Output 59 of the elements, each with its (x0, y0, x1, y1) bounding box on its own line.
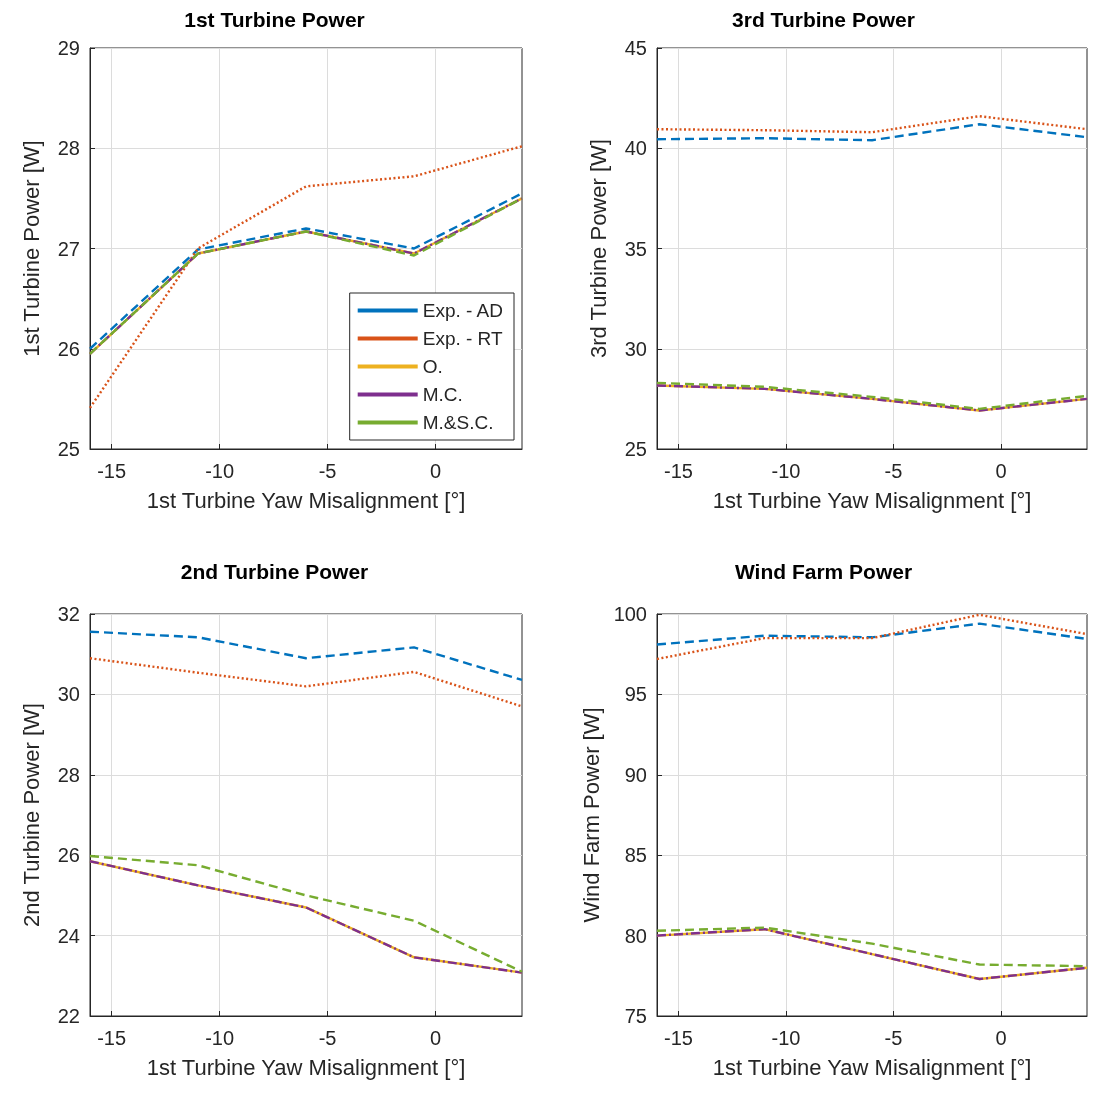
y-tick-label: 45 (624, 37, 647, 59)
y-tick-label: 24 (57, 924, 80, 947)
x-axis-title: 1st Turbine Yaw Misalignment [°] (712, 1054, 1032, 1080)
chart-title: Wind Farm Power (734, 560, 913, 583)
y-tick-label: 85 (624, 844, 647, 867)
y-axis-title: 3rd Turbine Power [W] (585, 139, 611, 358)
y-tick-label: 40 (624, 137, 647, 160)
x-tick-label: -15 (664, 1027, 693, 1049)
y-tick-label: 80 (624, 924, 647, 947)
legend-label: Exp. - AD (422, 300, 503, 321)
x-tick-label: -5 (318, 460, 337, 482)
y-tick-label: 95 (624, 683, 647, 706)
y-axis-title: 1st Turbine Power [W] (18, 140, 44, 357)
y-tick-label: 90 (624, 763, 647, 786)
y-tick-label: 32 (57, 603, 80, 625)
x-tick-label: -10 (771, 460, 801, 482)
chart-title: 2nd Turbine Power (180, 560, 369, 583)
x-tick-label: -15 (664, 460, 693, 482)
x-tick-label: -10 (205, 460, 235, 482)
y-tick-label: 27 (57, 237, 80, 260)
x-axis-title: 1st Turbine Yaw Misalignment [°] (712, 487, 1032, 513)
x-tick-label: -15 (97, 460, 127, 482)
y-tick-label: 26 (57, 337, 80, 360)
y-tick-label: 30 (57, 683, 80, 706)
x-tick-label: -10 (771, 1027, 801, 1049)
x-tick-label: -5 (884, 1027, 903, 1049)
y-tick-label: 28 (57, 137, 80, 160)
y-tick-label: 75 (624, 1005, 647, 1027)
y-tick-label: 29 (57, 37, 80, 59)
x-tick-label: 0 (430, 1027, 442, 1049)
y-tick-label: 22 (57, 1005, 80, 1027)
y-axis-title: Wind Farm Power [W] (579, 707, 605, 923)
y-tick-label: 25 (57, 438, 80, 460)
x-tick-label: 0 (430, 460, 442, 482)
line-series (88, 145, 524, 410)
chart-title: 1st Turbine Power (184, 8, 365, 31)
y-axis-title: 2nd Turbine Power [W] (18, 703, 44, 927)
y-tick-label: 26 (57, 844, 80, 867)
x-tick-label: -15 (97, 1027, 127, 1049)
x-axis-title: 1st Turbine Yaw Misalignment [°] (146, 1054, 466, 1080)
x-tick-label: 0 (995, 460, 1007, 482)
x-axis-title: 1st Turbine Yaw Misalignment [°] (146, 487, 466, 513)
legend-label: Exp. - RT (422, 328, 503, 349)
y-tick-label: 25 (624, 438, 647, 460)
line-series (88, 630, 524, 682)
line-series (655, 927, 1089, 981)
x-tick-label: -10 (205, 1027, 235, 1049)
x-tick-label: -5 (884, 460, 903, 482)
line-series (88, 657, 524, 708)
y-tick-label: 28 (57, 763, 80, 786)
legend-label: M.C. (422, 384, 463, 405)
y-tick-label: 100 (613, 603, 647, 625)
legend-label: M.&S.C. (422, 412, 494, 433)
y-tick-label: 35 (624, 237, 647, 260)
x-tick-label: 0 (995, 1027, 1007, 1049)
chart-title: 3rd Turbine Power (732, 8, 915, 31)
y-tick-label: 30 (624, 337, 647, 360)
x-tick-label: -5 (318, 1027, 337, 1049)
legend-label: O. (422, 356, 443, 377)
